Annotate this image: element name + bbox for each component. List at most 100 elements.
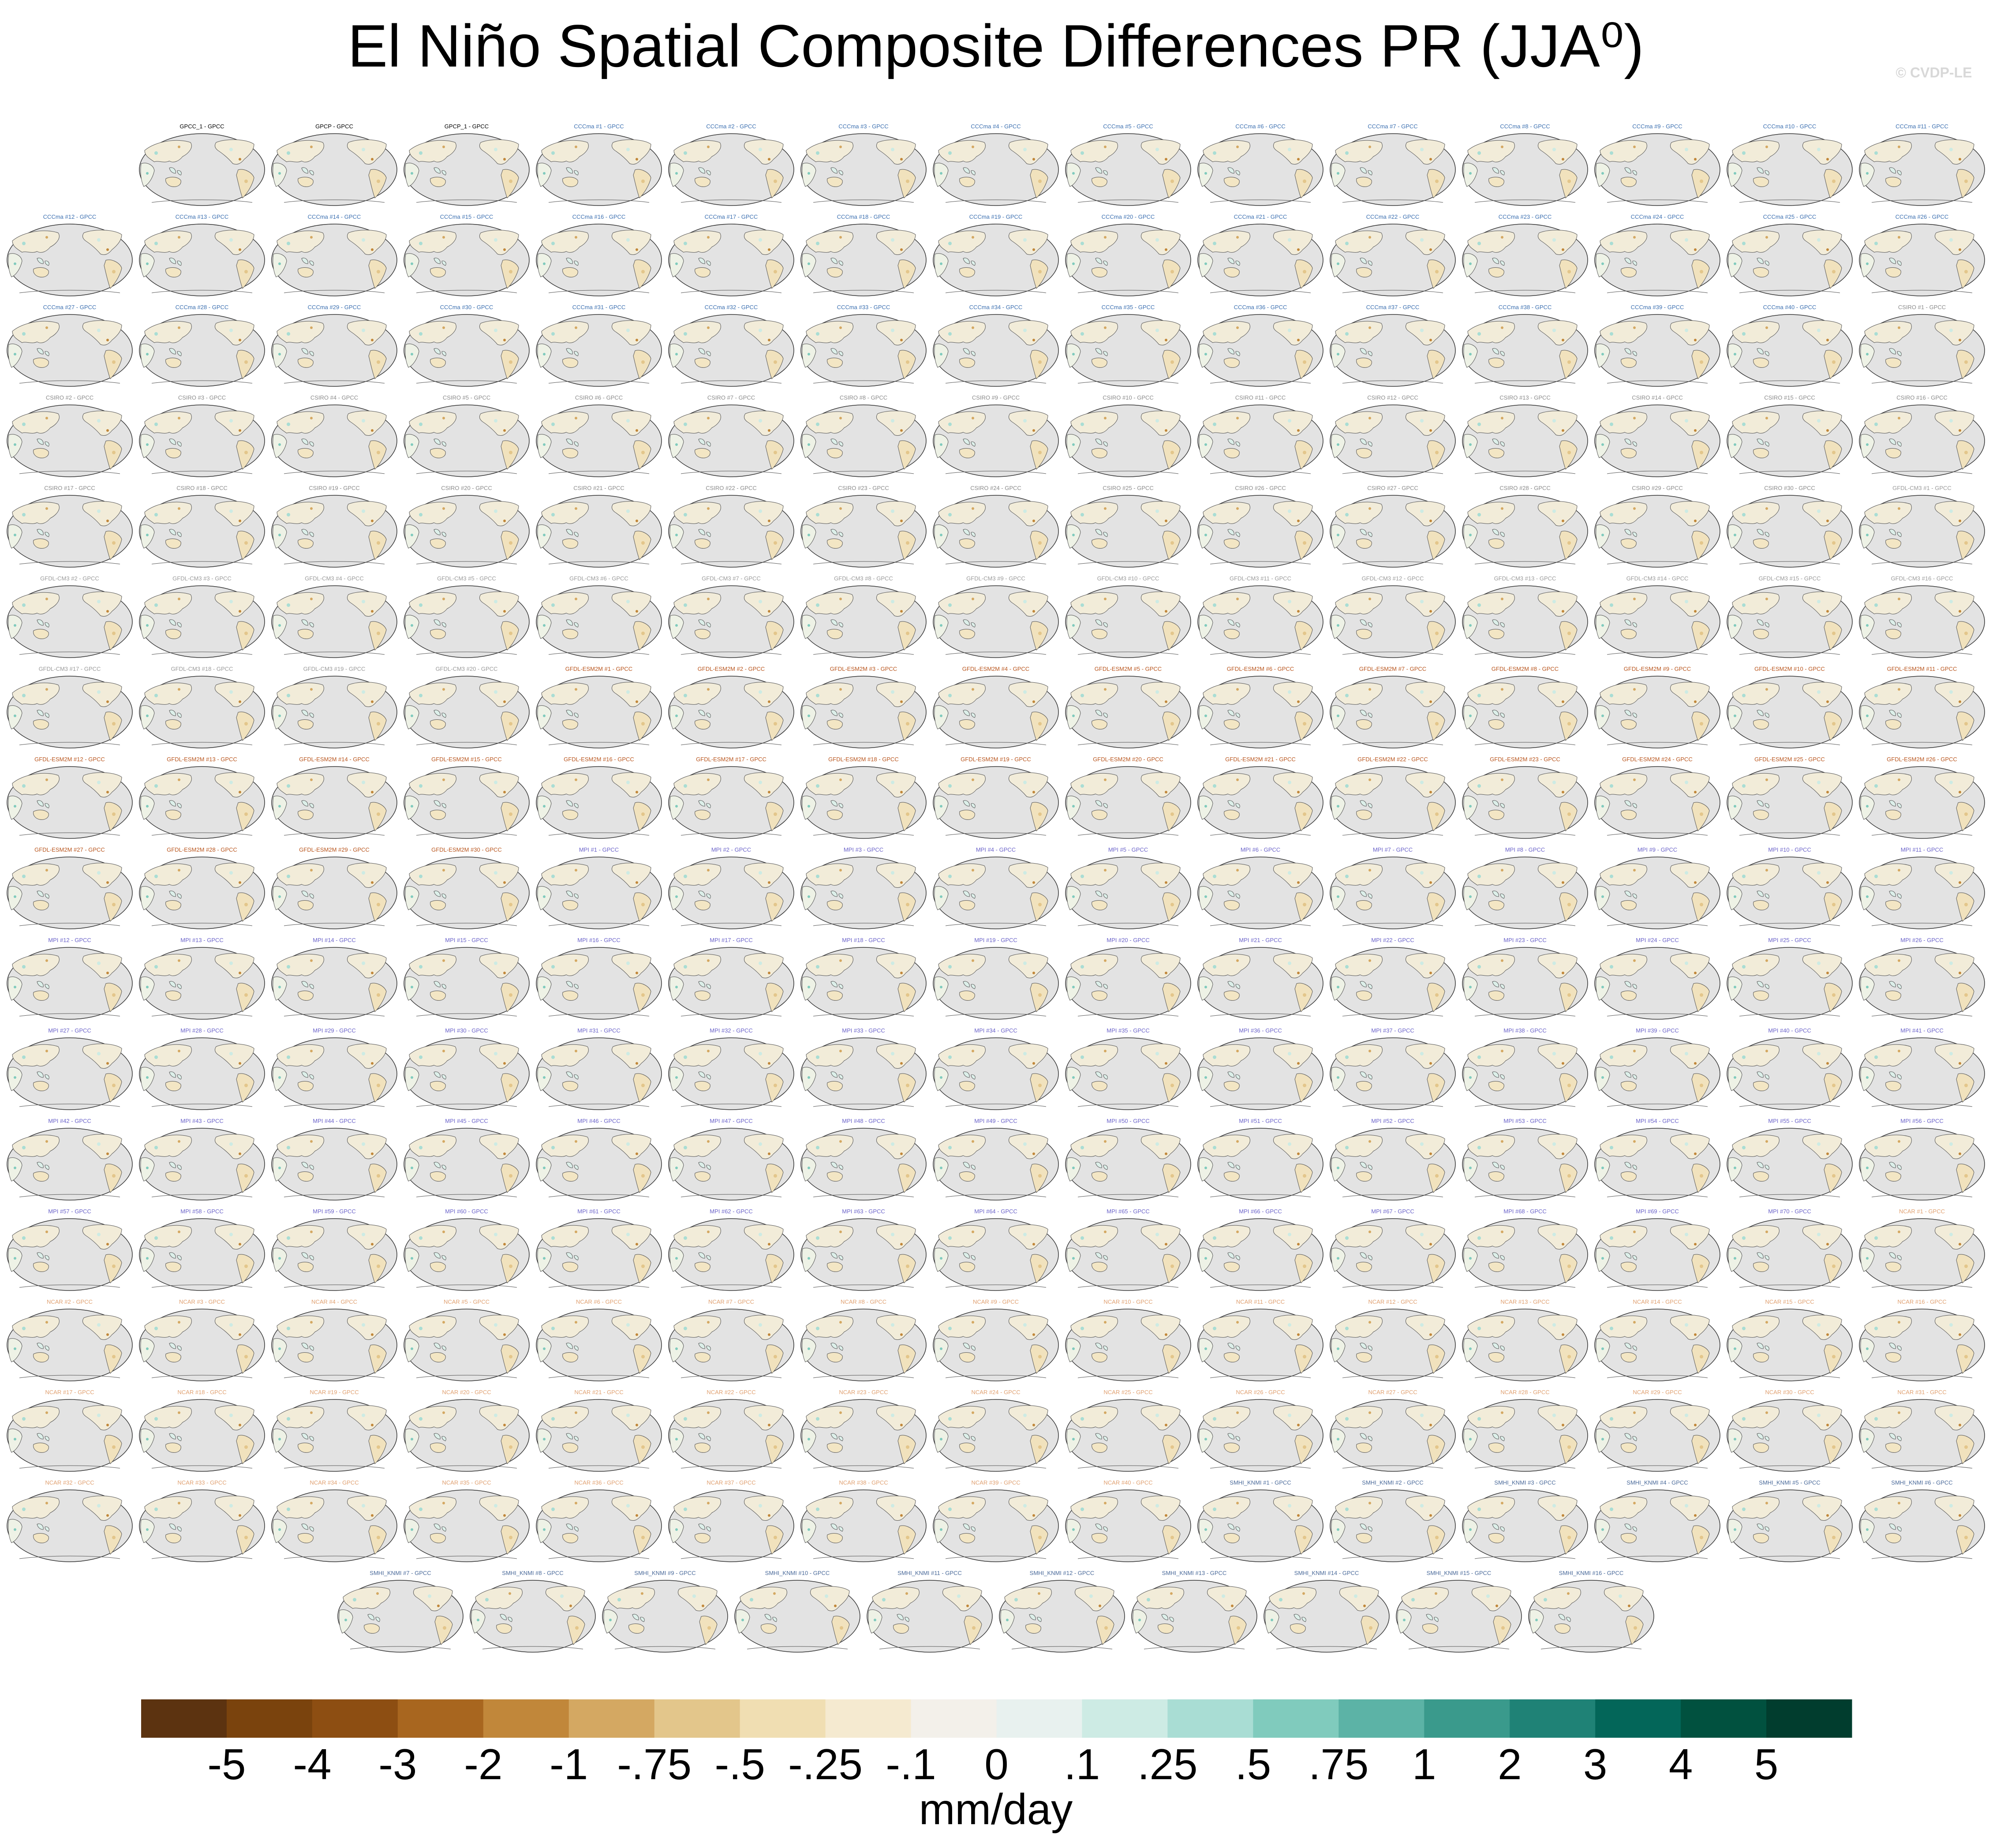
panel-title: GFDL-ESM2M #8 - GPCC bbox=[1492, 666, 1559, 672]
panel-title: GFDL-ESM2M #12 - GPCC bbox=[34, 756, 105, 763]
panel-title: GFDL-ESM2M #14 - GPCC bbox=[299, 756, 370, 763]
map-panel bbox=[1594, 1128, 1720, 1201]
map-panel bbox=[139, 1399, 265, 1472]
map-panel bbox=[1197, 1309, 1324, 1381]
panel-title: GFDL-ESM2M #22 - GPCC bbox=[1357, 756, 1428, 763]
map-panel bbox=[1859, 495, 1985, 568]
colorbar-swatch bbox=[996, 1699, 1082, 1738]
panel-title: NCAR #12 - GPCC bbox=[1368, 1298, 1417, 1305]
panel-title: CCCma #9 - GPCC bbox=[1632, 123, 1682, 130]
map-panel bbox=[668, 1037, 794, 1110]
map-panel bbox=[1197, 1489, 1324, 1562]
panel-title: CSIRO #20 - GPCC bbox=[441, 485, 492, 491]
panel-title: CCCma #17 - GPCC bbox=[705, 213, 758, 220]
map-panel bbox=[1594, 857, 1720, 929]
map-panel bbox=[1065, 224, 1191, 296]
map-panel bbox=[1197, 676, 1324, 748]
map-panel bbox=[800, 404, 927, 477]
panel-title: NCAR #37 - GPCC bbox=[707, 1479, 755, 1486]
map-panel bbox=[1197, 1037, 1324, 1110]
map-panel bbox=[933, 585, 1059, 658]
panel-title: CSIRO #14 - GPCC bbox=[1632, 394, 1683, 401]
map-panel bbox=[1727, 133, 1853, 206]
colorbar-units: mm/day bbox=[919, 1785, 1073, 1833]
map-panel bbox=[1727, 1128, 1853, 1201]
map-panel bbox=[271, 1489, 397, 1562]
panel-title: NCAR #9 - GPCC bbox=[973, 1298, 1019, 1305]
colorbar-label: -.25 bbox=[788, 1740, 863, 1788]
panel-title: MPI #58 - GPCC bbox=[180, 1208, 224, 1215]
panel-title: MPI #50 - GPCC bbox=[1107, 1118, 1150, 1124]
map-panel bbox=[536, 1309, 662, 1381]
panel-title: GFDL-ESM2M #25 - GPCC bbox=[1754, 756, 1825, 763]
map-panel bbox=[1594, 133, 1720, 206]
colorbar-swatch bbox=[226, 1699, 313, 1738]
panel-title: MPI #55 - GPCC bbox=[1768, 1118, 1811, 1124]
map-panel bbox=[1727, 766, 1853, 839]
map-panel bbox=[536, 404, 662, 477]
panel-title: SMHI_KNMI #5 - GPCC bbox=[1759, 1479, 1820, 1486]
panel-title: GFDL-ESM2M #11 - GPCC bbox=[1887, 666, 1957, 672]
map-panel bbox=[1065, 947, 1191, 1020]
map-panel bbox=[1594, 495, 1720, 568]
map-panel bbox=[536, 1128, 662, 1201]
map-panel bbox=[668, 585, 794, 658]
map-panel bbox=[1727, 676, 1853, 748]
map-panel bbox=[7, 1489, 133, 1562]
map-panel bbox=[1065, 1309, 1191, 1381]
panel-title: MPI #62 - GPCC bbox=[710, 1208, 753, 1215]
map-panel bbox=[271, 495, 397, 568]
map-panel bbox=[1197, 495, 1324, 568]
map-panel bbox=[1859, 857, 1985, 929]
map-panel bbox=[7, 1399, 133, 1472]
panel-title: NCAR #11 - GPCC bbox=[1236, 1298, 1285, 1305]
panel-title: NCAR #33 - GPCC bbox=[177, 1479, 226, 1486]
map-panel bbox=[1594, 1489, 1720, 1562]
map-panel bbox=[1462, 585, 1588, 658]
map-panel bbox=[1131, 1580, 1257, 1653]
panel-title: MPI #44 - GPCC bbox=[313, 1118, 356, 1124]
map-panel bbox=[1594, 224, 1720, 296]
panel-title: CSIRO #22 - GPCC bbox=[706, 485, 757, 491]
panel-title: GFDL-CM3 #2 - GPCC bbox=[40, 575, 99, 582]
map-panel bbox=[404, 1489, 530, 1562]
panel-title: CCCma #38 - GPCC bbox=[1499, 304, 1552, 310]
panel-title: NCAR #16 - GPCC bbox=[1897, 1298, 1946, 1305]
map-panel bbox=[933, 495, 1059, 568]
panel-title: GFDL-ESM2M #21 - GPCC bbox=[1225, 756, 1296, 763]
map-panel bbox=[536, 1037, 662, 1110]
colorbar-label: -2 bbox=[464, 1740, 502, 1788]
colorbar-swatch bbox=[1167, 1699, 1253, 1738]
panel-title: GFDL-CM3 #9 - GPCC bbox=[966, 575, 1025, 582]
map-panel bbox=[404, 766, 530, 839]
map-panel bbox=[668, 1489, 794, 1562]
map-panel bbox=[1330, 585, 1456, 658]
map-panel bbox=[271, 1309, 397, 1381]
panel-title: NCAR #5 - GPCC bbox=[444, 1298, 490, 1305]
panel-title: CCCma #6 - GPCC bbox=[1235, 123, 1285, 130]
panel-title: CSIRO #15 - GPCC bbox=[1764, 394, 1815, 401]
colorbar-label: 1 bbox=[1412, 1740, 1436, 1788]
panel-title: MPI #10 - GPCC bbox=[1768, 846, 1811, 853]
panel-title: MPI #5 - GPCC bbox=[1108, 846, 1148, 853]
panel-title: MPI #63 - GPCC bbox=[842, 1208, 885, 1215]
panel-title: GFDL-ESM2M #30 - GPCC bbox=[431, 846, 502, 853]
map-panel bbox=[1462, 1399, 1588, 1472]
map-panel bbox=[1065, 857, 1191, 929]
colorbar-label: .5 bbox=[1235, 1740, 1271, 1788]
panel-title: MPI #16 - GPCC bbox=[577, 937, 621, 943]
map-panel bbox=[536, 314, 662, 387]
panel-title: NCAR #28 - GPCC bbox=[1500, 1389, 1549, 1395]
panel-title: MPI #41 - GPCC bbox=[1900, 1027, 1944, 1034]
colorbar-label: 2 bbox=[1498, 1740, 1522, 1788]
panel-title: MPI #8 - GPCC bbox=[1505, 846, 1545, 853]
map-panel bbox=[536, 766, 662, 839]
map-panel bbox=[139, 404, 265, 477]
map-panel bbox=[933, 1128, 1059, 1201]
panel-title: MPI #56 - GPCC bbox=[1900, 1118, 1944, 1124]
panel-title: MPI #69 - GPCC bbox=[1636, 1208, 1679, 1215]
colorbar-swatch bbox=[483, 1699, 569, 1738]
map-panel bbox=[1197, 1399, 1324, 1472]
panel-title: GFDL-ESM2M #7 - GPCC bbox=[1359, 666, 1426, 672]
map-panel bbox=[1462, 1128, 1588, 1201]
